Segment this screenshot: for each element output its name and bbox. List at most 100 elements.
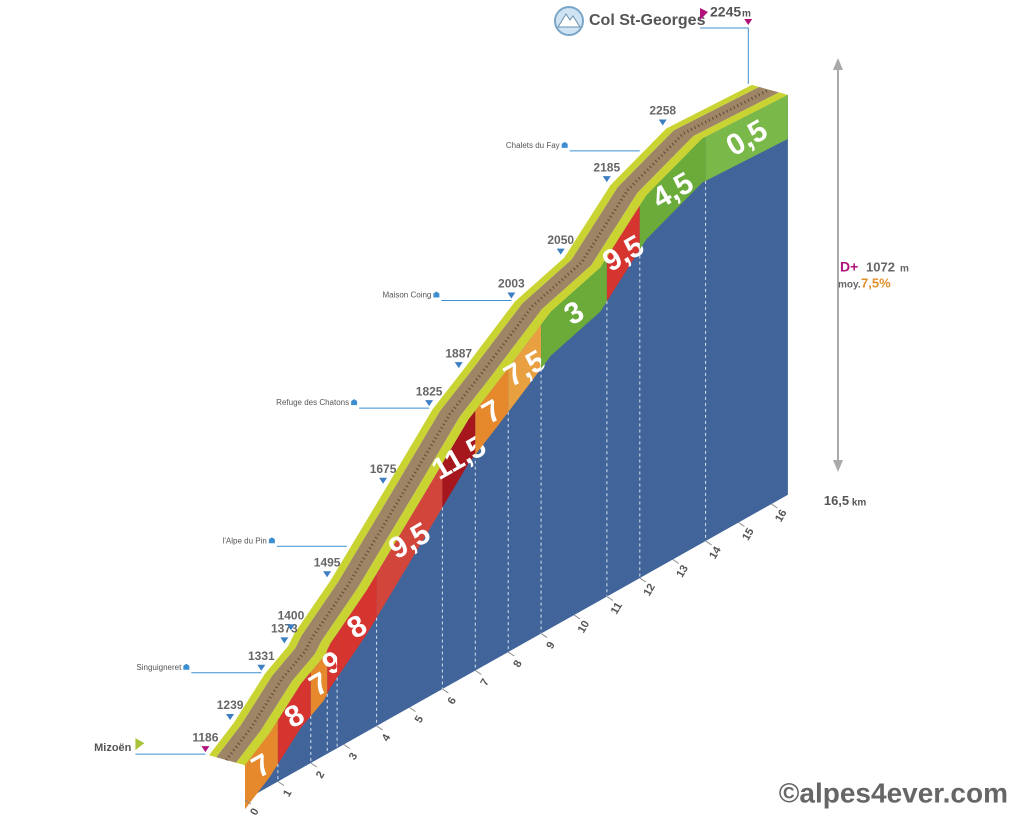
start-flag [135,738,145,751]
x-tick-label: 8 [511,658,524,669]
gradient-band [508,324,542,413]
place-icon [268,537,275,544]
gradient-band [327,633,338,694]
x-tick-label: 10 [576,619,593,636]
gradient-band [475,368,509,455]
x-tick [540,633,548,638]
altitude-marker [323,571,332,578]
altitude-marker [286,624,295,631]
place-icon [561,141,568,148]
x-tick [343,744,350,749]
x-tick-label: 9 [544,640,557,651]
altitude-label: 1400 [278,608,305,622]
x-tick [639,577,647,583]
place-label: Chalets du Fay [506,141,560,150]
x-tick-label: 7 [478,677,491,688]
x-tick [409,707,416,712]
x-tick [244,799,252,805]
summit-flag [700,8,708,20]
summit-icon-mountain [557,13,581,28]
place-label: l'Alpe du Pin [223,536,267,545]
x-tick [277,781,285,786]
altitude-marker [602,176,611,183]
x-tick [442,688,449,694]
road-dots [225,88,770,761]
altitude-marker [379,477,388,484]
profile-face [245,94,788,800]
gradient-band [376,463,443,618]
x-tick [606,596,614,601]
place-icon [351,399,358,406]
place-icon [433,291,440,298]
altitude-marker [507,292,516,299]
x-tick-label: 5 [413,714,426,725]
altitude-marker [280,637,289,644]
gradient-band [277,672,311,765]
altitude-label: 2258 [649,104,676,118]
x-tick-label: 12 [641,582,658,599]
x-tick-label: 14 [707,544,724,561]
summit-flag-line [700,27,749,84]
x-tick-label: 6 [446,695,459,706]
x-tick-label: 1 [281,788,294,799]
altitude-marker [425,400,434,407]
x-tick [310,762,318,768]
distance-unit: km [852,497,867,508]
gradient-band [705,94,788,181]
altitude-label: 2185 [593,160,620,174]
altitude-label: 2003 [498,277,525,291]
x-tick-label: 16 [773,508,790,525]
altitude-label: 1495 [314,555,341,569]
road-edge [236,92,788,766]
altitude-marker [201,746,210,753]
gradient-band [337,573,377,678]
altitude-label: 1186 [192,730,218,744]
gradient-band [639,136,706,250]
x-tick-label: 11 [609,600,625,616]
gradient-band [442,410,476,508]
road-surface [216,86,779,763]
gain-label: D+ [840,259,858,275]
x-tick [738,522,745,527]
gradient-band [541,257,607,369]
altitude-marker [658,119,667,126]
altitude-marker [257,664,266,671]
gain-unit: m [900,264,909,275]
altitude-label: 2050 [547,233,574,247]
gain-value: 1072 [866,259,895,274]
altitude-label: 1825 [416,384,443,398]
altitude-marker [454,362,463,369]
gradient-band [310,649,328,716]
place-label: Refuge des Chatons [276,398,349,407]
x-tick-label: 2 [314,769,327,780]
x-tick [672,559,679,564]
gradient-band [245,720,278,810]
start-label: Mizoën [94,742,132,754]
summit-altitude: 2245 [710,4,741,20]
altitude-label: 1239 [217,698,244,712]
distance-total: 16,5 [824,493,849,508]
place-label: Singuigneret [136,663,182,672]
x-tick-label: 13 [674,563,691,580]
x-tick [475,670,482,675]
x-tick-label: 3 [347,751,360,762]
altitude-label: 1675 [370,462,397,476]
altitude-label: 1331 [248,649,275,663]
place-label: Maison Coing [382,291,431,300]
x-tick [376,725,383,731]
x-tick [507,651,515,657]
altitude-label: 1887 [445,346,472,360]
altitude-label: 1373 [271,622,298,636]
place-icon [183,663,190,670]
altitude-marker [556,248,565,255]
chart-title: Col St-Georges [589,12,706,29]
x-tick-label: 0 [248,806,261,817]
x-tick [771,503,778,509]
altitude-marker [226,714,235,721]
summit-marker [744,19,753,25]
gradient-band [606,205,640,302]
x-tick-label: 4 [380,732,394,744]
summit-unit: m [742,9,751,20]
average-label: moy. [838,280,861,291]
